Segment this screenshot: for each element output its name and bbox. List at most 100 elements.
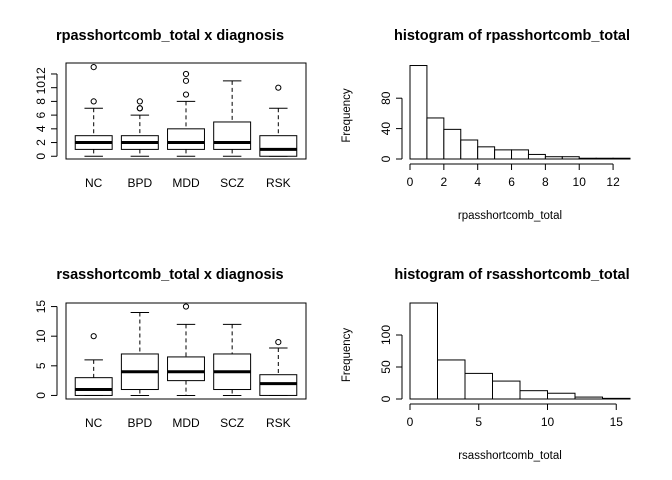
- histogram-bar: [602, 397, 631, 400]
- y-tick-label: 0: [34, 392, 48, 399]
- box-scz: [213, 323, 252, 396]
- histogram-bar: [477, 146, 496, 160]
- box-rsk: [259, 84, 298, 157]
- outlier-point: [182, 91, 190, 98]
- histogram-bar: [426, 117, 445, 160]
- x-tick-label: SCZ: [220, 176, 244, 190]
- box-mdd: [167, 70, 205, 157]
- y-tick-label: 100: [379, 325, 393, 345]
- x-tick-label: BPD: [128, 176, 153, 190]
- chart-title: histogram of rsasshortcomb_total: [394, 267, 629, 283]
- chart-title: histogram of rpasshortcomb_total: [394, 28, 630, 44]
- chart-panel-3: rsasshortcomb_total x diagnosis 0 5 10 15 NC B…: [34, 267, 307, 430]
- x-tick-label: 0: [407, 175, 414, 189]
- x-axis-title: rsasshortcomb_total: [458, 450, 562, 462]
- histogram-bar: [460, 139, 479, 160]
- outlier-point: [90, 333, 97, 340]
- outlier-point: [182, 77, 190, 84]
- y-tick-label: 8: [34, 98, 48, 105]
- x-tick-label: 10: [541, 415, 555, 429]
- x-axis-title: rpasshortcomb_total: [458, 210, 562, 222]
- histogram-bar: [437, 359, 466, 400]
- y-tick-label: 6: [34, 111, 48, 118]
- outlier-point: [90, 64, 97, 71]
- x-tick-label: BPD: [128, 416, 153, 430]
- box-iqr: [167, 356, 205, 382]
- x-tick-label: 12: [606, 175, 620, 189]
- box-bpd: [120, 98, 159, 157]
- x-tick-label: 10: [573, 175, 587, 189]
- box-mdd: [167, 303, 205, 396]
- y-tick-label: 2: [34, 139, 48, 146]
- y-tick-label: 80: [379, 91, 393, 105]
- chart-panel-1: rpasshortcomb_total x diagnosis 0 2 4 6 8 1012…: [34, 28, 307, 190]
- histogram-bar: [519, 390, 548, 400]
- box-nc: [74, 64, 113, 157]
- x-tick-label: MDD: [172, 416, 200, 430]
- histogram-bar: [464, 372, 493, 400]
- y-tick-label: 0: [34, 153, 48, 160]
- x-tick-label: 2: [441, 175, 448, 189]
- histogram-bar: [574, 396, 603, 400]
- y-tick-label: 4: [34, 125, 48, 132]
- histogram-bar: [612, 157, 631, 160]
- y-tick-label: 50: [379, 360, 393, 374]
- box-iqr: [167, 128, 205, 150]
- chart-panel-4: histogram of rsasshortcomb_total 0 5 10 15 0 5…: [341, 267, 631, 462]
- histogram-bar: [595, 157, 614, 160]
- chart-title: rsasshortcomb_total x diagnosis: [56, 267, 283, 283]
- y-axis-title: Frequency: [341, 328, 353, 383]
- y-tick-label: 40: [379, 122, 393, 136]
- outlier-point: [136, 105, 143, 112]
- plot-frame: [65, 302, 307, 400]
- y-tick-label: 0: [379, 395, 393, 402]
- box-scz: [213, 80, 252, 157]
- histogram-bar: [409, 302, 438, 400]
- x-tick-label: 4: [474, 175, 481, 189]
- histogram-bar: [492, 380, 521, 400]
- x-tick-label: SCZ: [220, 416, 244, 430]
- box-rsk: [259, 339, 298, 396]
- x-tick-label: RSK: [266, 416, 291, 430]
- outlier-point: [182, 303, 190, 310]
- x-tick-label: 0: [407, 415, 414, 429]
- outlier-point: [182, 70, 190, 78]
- y-tick-label: 15: [34, 300, 48, 314]
- x-tick-label: 6: [508, 175, 515, 189]
- outlier-point: [90, 98, 97, 105]
- y-tick-label: 5: [34, 362, 48, 369]
- chart-panel-2: histogram of rpasshortcomb_total 0 2 4 6 8 10 1…: [341, 28, 631, 222]
- x-tick-label: 5: [475, 415, 482, 429]
- box-nc: [74, 333, 113, 396]
- box-iqr: [74, 377, 113, 396]
- histogram-bar: [443, 128, 462, 160]
- histogram-bar: [561, 156, 580, 160]
- plot-frame: [65, 62, 307, 160]
- histogram-bar: [544, 156, 563, 160]
- histogram-bar: [494, 149, 513, 160]
- x-tick-label: MDD: [172, 176, 200, 190]
- box-iqr: [259, 135, 298, 157]
- y-tick-label: 0: [379, 155, 393, 162]
- box-iqr: [213, 121, 252, 150]
- x-tick-label: NC: [85, 416, 103, 430]
- outlier-point: [275, 339, 282, 346]
- y-axis-title: Frequency: [341, 88, 353, 143]
- outlier-point: [136, 98, 143, 105]
- histogram-bar: [578, 157, 597, 160]
- y-tick-label: 10: [34, 329, 48, 343]
- histogram-bar: [527, 153, 546, 160]
- y-tick-label: 10: [34, 81, 48, 95]
- x-tick-label: 15: [610, 415, 624, 429]
- box-bpd: [120, 311, 159, 396]
- chart-title: rpasshortcomb_total x diagnosis: [56, 28, 284, 44]
- x-tick-label: NC: [85, 176, 103, 190]
- histogram-bar: [409, 65, 428, 160]
- x-tick-label: 8: [542, 175, 549, 189]
- outlier-point: [275, 84, 282, 91]
- histogram-bar: [547, 392, 576, 400]
- y-tick-label: 12: [34, 67, 48, 81]
- histogram-bar: [511, 149, 529, 160]
- x-tick-label: RSK: [266, 176, 291, 190]
